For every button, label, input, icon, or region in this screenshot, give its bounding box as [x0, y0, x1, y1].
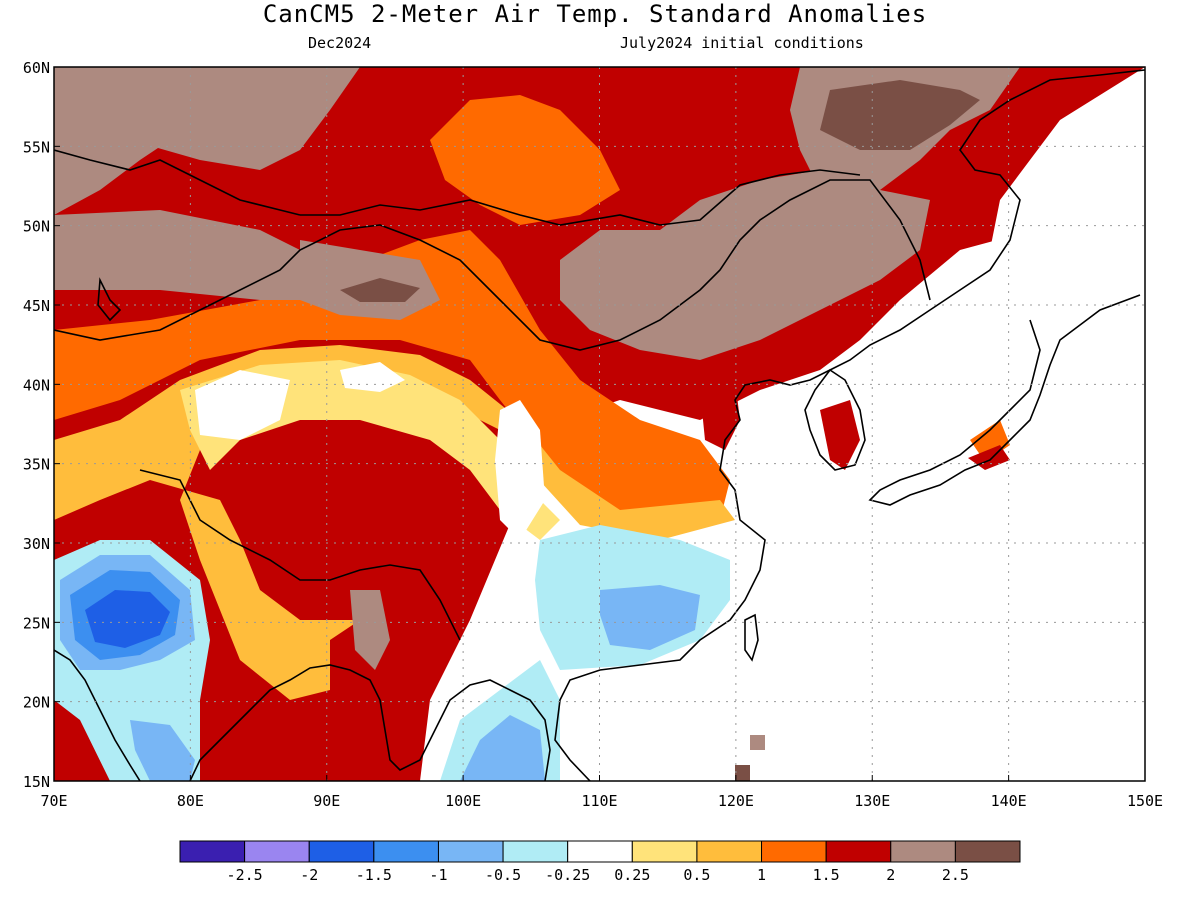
legend-label: -0.25: [545, 866, 590, 884]
lat-tick-label: 55N: [23, 138, 50, 156]
lon-tick-label: 120E: [718, 792, 754, 810]
legend-swatch: [373, 840, 439, 863]
field-brown-siberia: [110, 67, 360, 170]
field-orange-central: [54, 230, 730, 530]
lon-tick-label: 130E: [854, 792, 890, 810]
field-gold: [54, 345, 735, 700]
border-kazakh-china: [54, 179, 931, 351]
field-neutral-tianshan: [195, 370, 290, 440]
legend-label: -2: [300, 866, 318, 884]
lat-tick-label: 45N: [23, 297, 50, 315]
legend-label: -1.5: [356, 866, 392, 884]
border-russia-mongolia: [300, 169, 861, 226]
legend-swatch: [308, 840, 375, 863]
border-central-asia: [54, 149, 301, 216]
longitude-labels: 70E 80E 90E 100E 110E 120E 130E 140E 150E: [40, 775, 1163, 810]
legend-label: 0.25: [614, 866, 650, 884]
grid-lines: [54, 67, 1145, 781]
lat-tick-label: 60N: [23, 59, 50, 77]
legend-swatch: [437, 840, 504, 863]
field-brown-dark-mongolia: [340, 278, 420, 302]
legend-swatch: [631, 840, 698, 863]
legend-swatch: [696, 840, 763, 863]
coastline-korea: [804, 368, 866, 471]
lat-tick-label: 20N: [23, 694, 50, 712]
coastline-caspian-aral: [97, 277, 122, 322]
legend-swatch: [567, 840, 633, 863]
field-warm-korea: [820, 400, 860, 470]
legend-swatch: [954, 840, 1021, 863]
lat-tick-label: 25N: [23, 614, 50, 632]
legend-label: -0.5: [485, 866, 521, 884]
latitude-labels: 15N 20N 25N 30N 35N 40N 45N 50N 55N 60N: [23, 59, 60, 791]
field-cool2-indochina: [460, 715, 545, 781]
legend-label: 2: [886, 866, 895, 884]
lat-tick-label: 15N: [23, 773, 50, 791]
lon-tick-label: 80E: [177, 792, 204, 810]
coastline-taiwan: [744, 613, 759, 662]
lat-tick-label: 35N: [23, 456, 50, 474]
initial-conditions: July2024 initial conditions: [620, 34, 864, 52]
field-cool4-india: [85, 590, 170, 648]
legend-swatch: [502, 840, 569, 863]
coastline-india-east: [189, 664, 551, 781]
map-title: CanCM5 2-Meter Air Temp. Standard Anomal…: [262, 0, 928, 28]
legend-label: 1: [757, 866, 766, 884]
field-brown-dark-luzon: [735, 765, 750, 781]
anomaly-fields: [54, 67, 1145, 781]
lon-tick-label: 70E: [40, 792, 67, 810]
coastline-east-asia: [554, 69, 1145, 781]
field-brown-northeast: [560, 170, 930, 360]
legend-swatch: [890, 840, 956, 863]
legend-label: 2.5: [942, 866, 969, 884]
forecast-month: Dec2024: [308, 34, 372, 52]
field-brown-tibet: [350, 590, 390, 670]
legend-swatch: [244, 840, 310, 863]
lon-tick-label: 100E: [445, 792, 481, 810]
legend-swatch: [761, 840, 827, 863]
lon-tick-label: 110E: [581, 792, 617, 810]
field-orange-north: [430, 95, 620, 225]
border-tibet: [139, 469, 461, 641]
field-brown-dark-okhotsk: [820, 80, 980, 150]
coastline-india-west: [54, 649, 141, 781]
coastlines: [54, 69, 1145, 781]
legend-swatch: [825, 840, 892, 863]
lat-tick-label: 50N: [23, 218, 50, 236]
lon-tick-label: 90E: [313, 792, 340, 810]
coastline-japan: [868, 294, 1141, 506]
field-neutral-sichuan: [495, 400, 545, 540]
legend-label: -2.5: [227, 866, 263, 884]
legend-label: 0.5: [683, 866, 710, 884]
lat-tick-label: 40N: [23, 376, 50, 394]
legend-label: -1: [429, 866, 447, 884]
field-neutral-mongolia: [340, 362, 405, 392]
field-neutral-pacific: [740, 67, 1145, 781]
legend-label: 1.5: [813, 866, 840, 884]
lat-tick-label: 30N: [23, 535, 50, 553]
lon-tick-label: 140E: [991, 792, 1027, 810]
lon-tick-label: 150E: [1127, 792, 1163, 810]
field-brown-west: [54, 210, 330, 300]
field-cool-south-india: [130, 720, 195, 781]
field-cool2-southchina: [600, 585, 700, 650]
field-brown-taiwan: [750, 735, 765, 750]
legend-swatch: [179, 840, 246, 863]
